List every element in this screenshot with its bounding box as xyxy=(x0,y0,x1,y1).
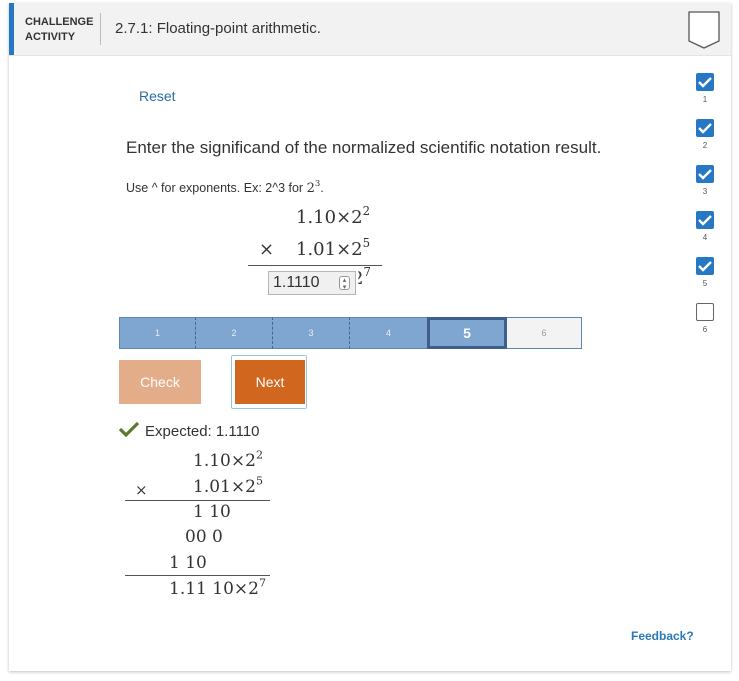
level-4[interactable]: 4 xyxy=(695,211,715,242)
completion-badge-icon xyxy=(687,10,721,55)
hint-text: Use ^ for exponents. Ex: 2^3 for xyxy=(126,181,307,195)
problem-operand-2: 1.01×25 xyxy=(296,235,371,260)
activity-header: CHALLENGE ACTIVITY 2.7.1: Floating-point… xyxy=(9,3,731,56)
reset-link[interactable]: Reset xyxy=(139,88,176,104)
level-complete-check-icon xyxy=(696,257,714,275)
solution-result: 1.11 10×27 xyxy=(169,576,266,599)
activity-type-label: CHALLENGE ACTIVITY xyxy=(25,15,105,45)
hint-math: 23 xyxy=(306,178,321,196)
expected-label: Expected: 1.1110 xyxy=(145,422,260,440)
level-6[interactable]: 6 xyxy=(695,303,715,334)
level-incomplete-icon xyxy=(696,303,714,321)
problem-operand-1: 1.10×22 xyxy=(296,203,371,228)
level-complete-check-icon xyxy=(696,119,714,137)
progress-step-6[interactable]: 6 xyxy=(507,317,582,349)
progress-step-3[interactable]: 3 xyxy=(273,317,350,349)
solution-operand-1: 1.10×22 xyxy=(193,448,263,471)
level-complete-check-icon xyxy=(696,211,714,229)
answer-spinner-icon[interactable]: ▴ ▾ xyxy=(339,276,350,291)
activity-type-line2: ACTIVITY xyxy=(25,31,76,43)
next-button-focus-ring xyxy=(231,355,307,409)
problem-divider-line xyxy=(248,265,382,266)
exponent-hint: Use ^ for exponents. Ex: 2^3 for 23. xyxy=(126,178,324,196)
progress-step-4[interactable]: 4 xyxy=(350,317,427,349)
solution-divider-2 xyxy=(125,575,270,576)
solution-operand-2: 1.01×25 xyxy=(193,474,263,497)
header-accent-bar xyxy=(9,3,14,55)
next-button[interactable]: Next xyxy=(235,360,305,404)
activity-type-line1: CHALLENGE xyxy=(25,16,94,28)
solution-partial-1: 1 10 xyxy=(193,502,231,522)
challenge-activity-card: CHALLENGE ACTIVITY 2.7.1: Floating-point… xyxy=(9,3,731,671)
result-exponent: 27 xyxy=(352,264,371,289)
level-2[interactable]: 2 xyxy=(695,119,715,150)
step-progress-bar: 1 2 3 4 5 6 xyxy=(119,317,582,349)
solution-partial-3: 1 10 xyxy=(169,553,207,573)
level-complete-check-icon xyxy=(696,73,714,91)
level-3[interactable]: 3 xyxy=(695,165,715,196)
progress-step-5-current[interactable]: 5 xyxy=(427,317,507,349)
expected-answer: Expected: 1.1110 xyxy=(118,421,260,441)
solution-partial-2: 00 0 xyxy=(185,527,223,547)
level-5[interactable]: 5 xyxy=(695,257,715,288)
progress-step-1[interactable]: 1 xyxy=(119,317,196,349)
problem-operator: × xyxy=(259,239,275,260)
progress-step-2[interactable]: 2 xyxy=(196,317,273,349)
check-button[interactable]: Check xyxy=(119,360,201,404)
solution-divider-1 xyxy=(125,500,270,501)
level-1[interactable]: 1 xyxy=(695,73,715,104)
activity-title: 2.7.1: Floating-point arithmetic. xyxy=(115,20,321,37)
feedback-link[interactable]: Feedback? xyxy=(631,629,694,643)
question-prompt: Enter the significand of the normalized … xyxy=(126,138,602,157)
checkmark-icon xyxy=(118,421,140,441)
header-divider xyxy=(100,13,101,45)
solution-operator: × xyxy=(135,481,148,499)
level-complete-check-icon xyxy=(696,165,714,183)
